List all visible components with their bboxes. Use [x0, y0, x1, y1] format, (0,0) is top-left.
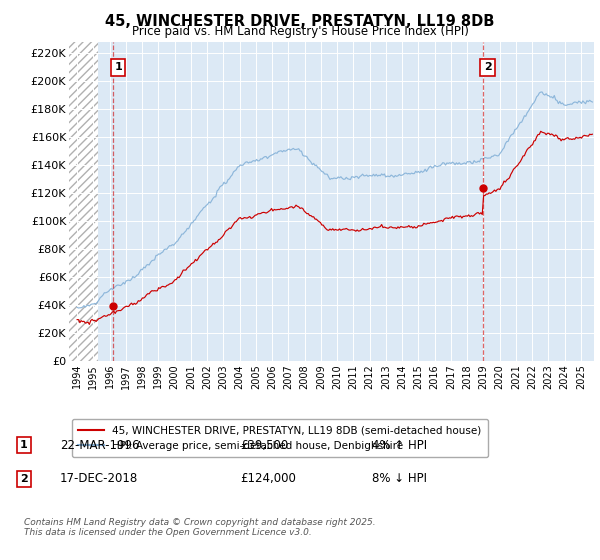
Text: 1: 1	[20, 440, 28, 450]
Text: 45, WINCHESTER DRIVE, PRESTATYN, LL19 8DB: 45, WINCHESTER DRIVE, PRESTATYN, LL19 8D…	[106, 14, 494, 29]
Text: 22-MAR-1996: 22-MAR-1996	[60, 438, 139, 452]
Text: 2: 2	[484, 62, 491, 72]
Text: Price paid vs. HM Land Registry's House Price Index (HPI): Price paid vs. HM Land Registry's House …	[131, 25, 469, 38]
Text: 17-DEC-2018: 17-DEC-2018	[60, 472, 138, 486]
Text: £39,500: £39,500	[240, 438, 288, 452]
Text: £124,000: £124,000	[240, 472, 296, 486]
Text: 8% ↓ HPI: 8% ↓ HPI	[372, 472, 427, 486]
Text: 2: 2	[20, 474, 28, 484]
Text: 1: 1	[114, 62, 122, 72]
Text: Contains HM Land Registry data © Crown copyright and database right 2025.
This d: Contains HM Land Registry data © Crown c…	[24, 518, 376, 538]
Bar	[69, 42, 98, 361]
Legend: 45, WINCHESTER DRIVE, PRESTATYN, LL19 8DB (semi-detached house), HPI: Average pr: 45, WINCHESTER DRIVE, PRESTATYN, LL19 8D…	[71, 419, 488, 457]
Text: 4% ↑ HPI: 4% ↑ HPI	[372, 438, 427, 452]
